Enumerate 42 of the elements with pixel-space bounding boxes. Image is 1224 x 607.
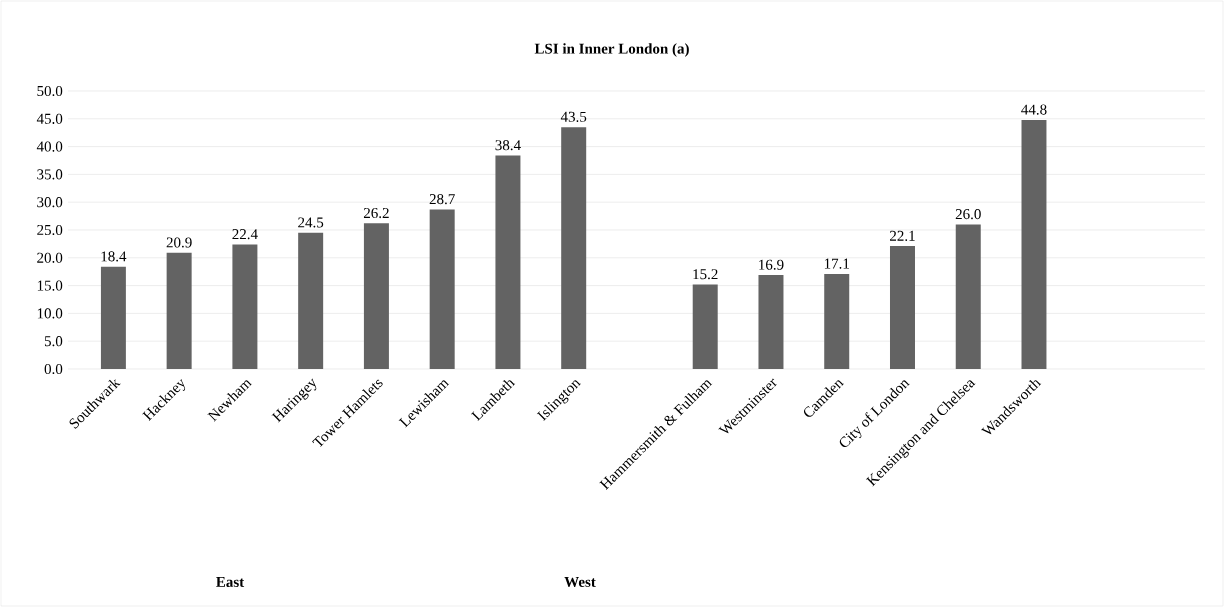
data-label: 38.4 [495,140,521,151]
bar [758,275,784,369]
bar [692,284,718,369]
bar [100,266,126,369]
y-tick-label: 35.0 [37,169,63,180]
bar [955,224,981,369]
data-label: 17.1 [824,258,849,269]
data-label: 26.0 [955,209,981,220]
bar [889,246,915,369]
y-tick-label: 30.0 [37,197,63,208]
bar [166,252,192,369]
data-label: 24.5 [298,217,324,228]
data-label: 28.7 [429,194,455,205]
y-tick-label: 20.0 [37,252,63,263]
data-label: 15.2 [693,269,718,280]
y-tick-label: 45.0 [36,113,63,124]
y-tick-label: 25.0 [37,224,63,236]
data-label: 44.8 [1021,104,1047,115]
y-tick-label: 40.0 [36,141,63,152]
bar [363,223,389,369]
chart-title: LSI in Inner London (a) [534,43,689,57]
bar [1021,119,1047,369]
text: West [564,576,596,587]
y-tick-label: 50.0 [37,85,63,97]
data-label: 20.9 [166,237,192,248]
data-label: 22.4 [232,229,258,240]
bar [824,273,850,369]
data-label: 43.5 [560,111,587,122]
bar [495,155,521,369]
bar [561,127,587,369]
text: East [216,577,245,587]
y-tick-label: 0.0 [44,363,63,375]
y-tick-label: 10.0 [37,308,63,319]
data-label: 22.1 [890,230,915,241]
data-label: 16.9 [759,259,784,270]
y-tick-label: 15.0 [37,280,63,291]
data-label: 26.2 [363,207,389,219]
bar [232,244,258,369]
data-label: 18.4 [101,251,127,262]
bar [298,232,324,369]
y-tick-label: 5.0 [44,336,63,347]
bar [429,209,455,369]
